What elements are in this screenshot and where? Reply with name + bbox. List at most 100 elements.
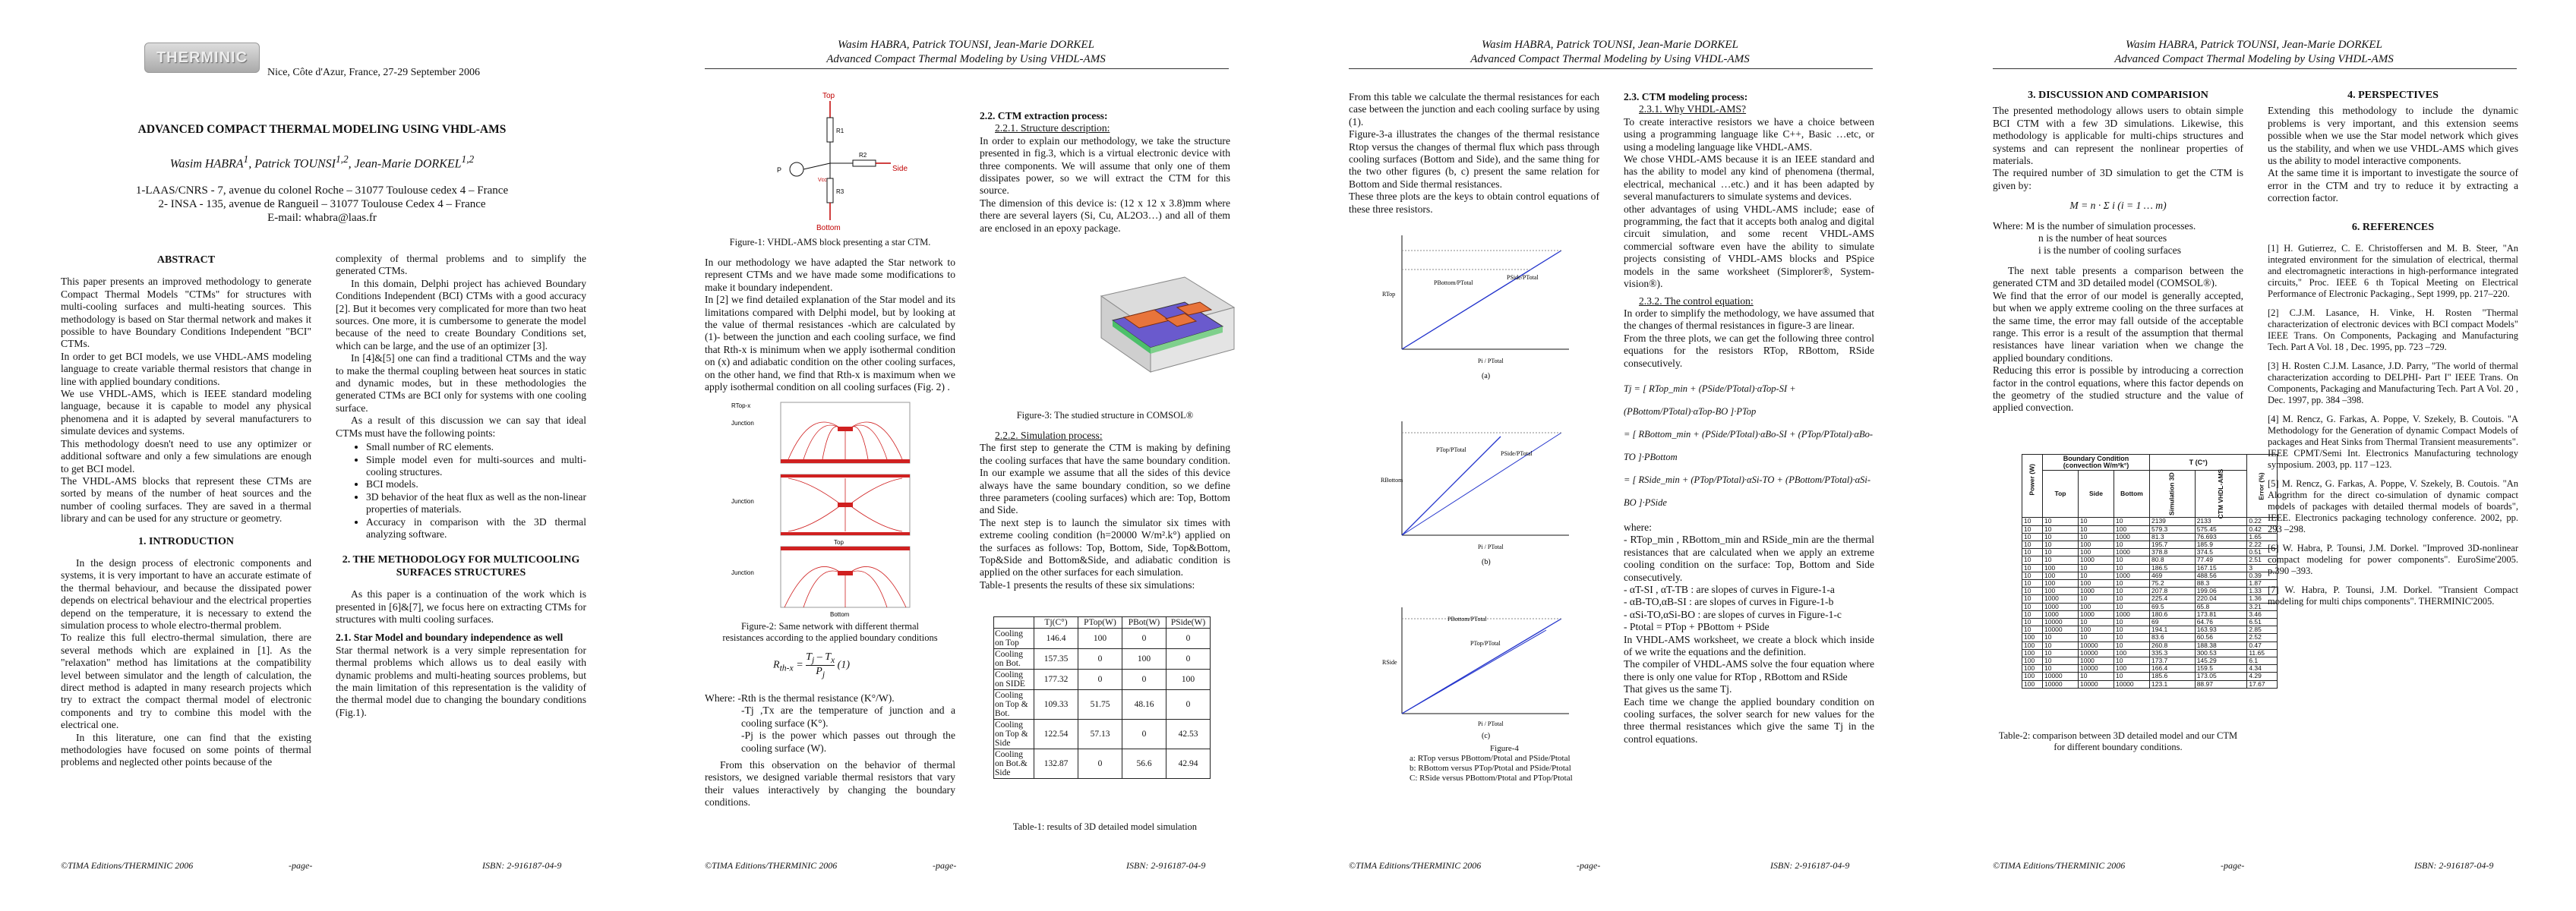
table-cell: 10	[2022, 525, 2043, 534]
references: [1] H. Gutierrez, C. E. Christoffersen a…	[2268, 243, 2518, 607]
where-text: Where: M is the number of simulation pro…	[1993, 219, 2196, 232]
table-row: 100 10 10000 100 335.3 300.53 11.65	[2022, 648, 2278, 658]
body-text: In our methodology we have adapted the S…	[705, 257, 955, 293]
table-cell: 10	[2078, 525, 2114, 534]
table-cell: 69	[2149, 618, 2196, 627]
abstract-text: We use VHDL-AMS, which is IEEE standard …	[61, 388, 311, 437]
svg-text:PBottom/PTotal: PBottom/PTotal	[1434, 279, 1473, 286]
table-row: 10 100 100 10 75.2 88.3 1.87	[2022, 579, 2278, 588]
network-bottom: Top Junction Bottom	[731, 539, 911, 618]
table-cell: 0.47	[2246, 641, 2278, 650]
network-middle: Junction	[731, 474, 911, 536]
table-row: 10 1000 100 10 69.5 65.8 3.21	[2022, 602, 2278, 611]
table-row: 100 10 10 10 83.6 60.56 2.52	[2022, 633, 2278, 642]
svg-text:R1: R1	[836, 128, 844, 134]
figure-1-caption: Figure-1: VHDL-AMS block presenting a st…	[729, 237, 931, 247]
table-cell: 10	[2022, 602, 2043, 611]
where-text: where:	[1624, 521, 1652, 533]
figure-3-caption: Figure-3: The studied structure in COMSO…	[1016, 410, 1194, 421]
table-cell: 10	[2042, 548, 2079, 557]
table-cell: 10	[2114, 517, 2150, 526]
table-cell: 159.5	[2194, 664, 2248, 673]
subsection-heading: 2.2.2. Simulation process:	[995, 430, 1103, 441]
table-cell: 100	[2114, 648, 2150, 658]
list-item: 3D behavior of the heat flux as well as …	[366, 491, 586, 516]
table-cell: 173.05	[2194, 672, 2248, 681]
table-cell: 10000	[2078, 664, 2114, 673]
table-cell: 10000	[2042, 618, 2079, 627]
body-text: In this domain, Delphi project has achie…	[336, 277, 586, 351]
table-cell: 10	[2114, 602, 2150, 611]
left-column: From this table we calculate the thermal…	[1349, 91, 1599, 216]
table-cell: 488.56	[2194, 571, 2248, 581]
table-row: 10 100 1000 10 207.8 199.06 1.33	[2022, 587, 2278, 596]
body-text: In [4]&[5] one can find a traditional CT…	[336, 352, 586, 414]
body-text: As a result of this discussion we can sa…	[336, 415, 586, 439]
body-text: other advantages of using VHDL-AMS inclu…	[1624, 203, 1874, 290]
subsection-heading: 2.3.2. The control equation:	[1639, 295, 1754, 307]
footer-isbn: ISBN: 2-916187-04-9	[482, 860, 562, 871]
table-cell: 10	[2114, 618, 2150, 627]
table-cell: 123.1	[2149, 679, 2196, 689]
affiliations: 1-LAAS/CNRS - 7, avenue du colonel Roche…	[135, 184, 509, 224]
table-cell: 6.51	[2246, 618, 2278, 627]
table-cell: 81.3	[2149, 532, 2196, 542]
table-row: Cooling on Top 146.4 100 0 0	[993, 628, 1211, 649]
table-cell: 1000	[2114, 610, 2150, 619]
table-1: Tj(C°) PTop(W) PBot(W) PSide(W) Cooling …	[993, 616, 1211, 779]
table-cell: 188.38	[2194, 641, 2248, 650]
table-cell: 2.85	[2246, 626, 2278, 635]
abstract-text: This paper presents an improved methodol…	[61, 276, 311, 350]
svg-text:RBottom: RBottom	[1381, 477, 1403, 484]
where-text: n is the number of heat sources	[2038, 232, 2167, 244]
body-text: From the three plots, we can get the fol…	[1624, 332, 1874, 369]
table-cell: 10	[2042, 525, 2079, 534]
table-2: Power (W) Boundary Condition (convection…	[2022, 453, 2278, 689]
table-cell: 10	[2114, 672, 2150, 681]
header-rule	[705, 68, 1229, 69]
table-cell: 186.5	[2149, 563, 2196, 572]
body-text: complexity of thermal problems and to si…	[336, 253, 586, 277]
table-cell: 10	[2022, 563, 2043, 572]
svg-text:R2: R2	[859, 152, 867, 159]
bullet-list: Small number of RC elements. Simple mode…	[336, 441, 586, 541]
methodology-heading: 2. THE METHODOLOGY FOR MULTICOOLING SURF…	[342, 554, 580, 578]
table-cell: 199.06	[2194, 587, 2248, 596]
table-cell: 100	[2042, 579, 2079, 588]
table-cell: 88.97	[2194, 679, 2248, 689]
svg-text:(a): (a)	[1482, 372, 1490, 380]
table-row: Cooling on Bot.& Side 132.87 0 56.6 42.94	[993, 749, 1211, 779]
table-1-caption: Table-1: results of 3D detailed model si…	[1012, 821, 1198, 832]
table-cell: 10	[2022, 541, 2043, 550]
table-row: 10 10000 10 10 69 64.76 6.51	[2022, 618, 2278, 627]
figure-2-networks: RTop-x Junction Junction Top Junction	[731, 402, 911, 618]
conference-line: Nice, Côte d'Azur, France, 27-29 Septemb…	[267, 67, 480, 78]
table-cell: 579.3	[2149, 525, 2196, 534]
reference: [7] W. Habra, P. Tounsi, J.M. Dorkel. "T…	[2268, 585, 2518, 607]
table-row: 10 10 10 100 579.3 575.45 0.42	[2022, 525, 2278, 534]
right-column: complexity of thermal problems and to si…	[336, 253, 586, 719]
table-cell: 10	[2078, 672, 2114, 681]
svg-text:(c): (c)	[1482, 732, 1490, 740]
table-cell: 180.6	[2149, 610, 2196, 619]
table-cell: 173.81	[2194, 610, 2248, 619]
svg-text:RTop-x: RTop-x	[731, 402, 750, 409]
body-text: Extending this methodology to include th…	[2268, 105, 2518, 167]
svg-text:(b): (b)	[1482, 558, 1491, 566]
table-cell: 10	[2078, 532, 2114, 542]
table-cell: 100	[2078, 579, 2114, 588]
body-text: We find that the error of our model is g…	[1993, 289, 2243, 364]
table-cell: 69.5	[2149, 602, 2196, 611]
table-cell: 10	[2114, 626, 2150, 635]
subsection-heading: 2.1. Star Model and boundary independenc…	[336, 632, 564, 644]
table-cell: 17.67	[2246, 679, 2278, 689]
intro-text: To realize this full electro-thermal sim…	[61, 632, 311, 731]
plot-c: PBottom/PTotal PTop/PTotal Pi / PTotal R…	[1382, 607, 1569, 740]
table-row: 100 10 10000 100 166.4 159.5 4.34	[2022, 664, 2278, 673]
body-text: At the same time it is important to inve…	[2268, 167, 2518, 204]
svg-text:RSide: RSide	[1382, 659, 1397, 666]
table-cell: 4.29	[2246, 672, 2278, 681]
table-cell: 10	[2022, 571, 2043, 581]
table-cell: 469	[2149, 571, 2196, 581]
table-cell: 100	[2078, 541, 2114, 550]
